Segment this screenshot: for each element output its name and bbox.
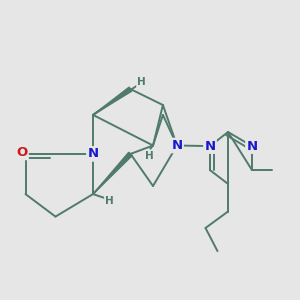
Polygon shape: [93, 152, 132, 194]
Polygon shape: [93, 87, 132, 115]
Text: N: N: [246, 140, 258, 153]
Text: N: N: [87, 147, 99, 161]
Text: H: H: [137, 77, 146, 87]
Text: O: O: [16, 146, 28, 159]
Text: H: H: [105, 196, 114, 206]
Text: H: H: [145, 151, 154, 161]
Text: N: N: [171, 139, 183, 152]
Text: N: N: [204, 140, 216, 153]
